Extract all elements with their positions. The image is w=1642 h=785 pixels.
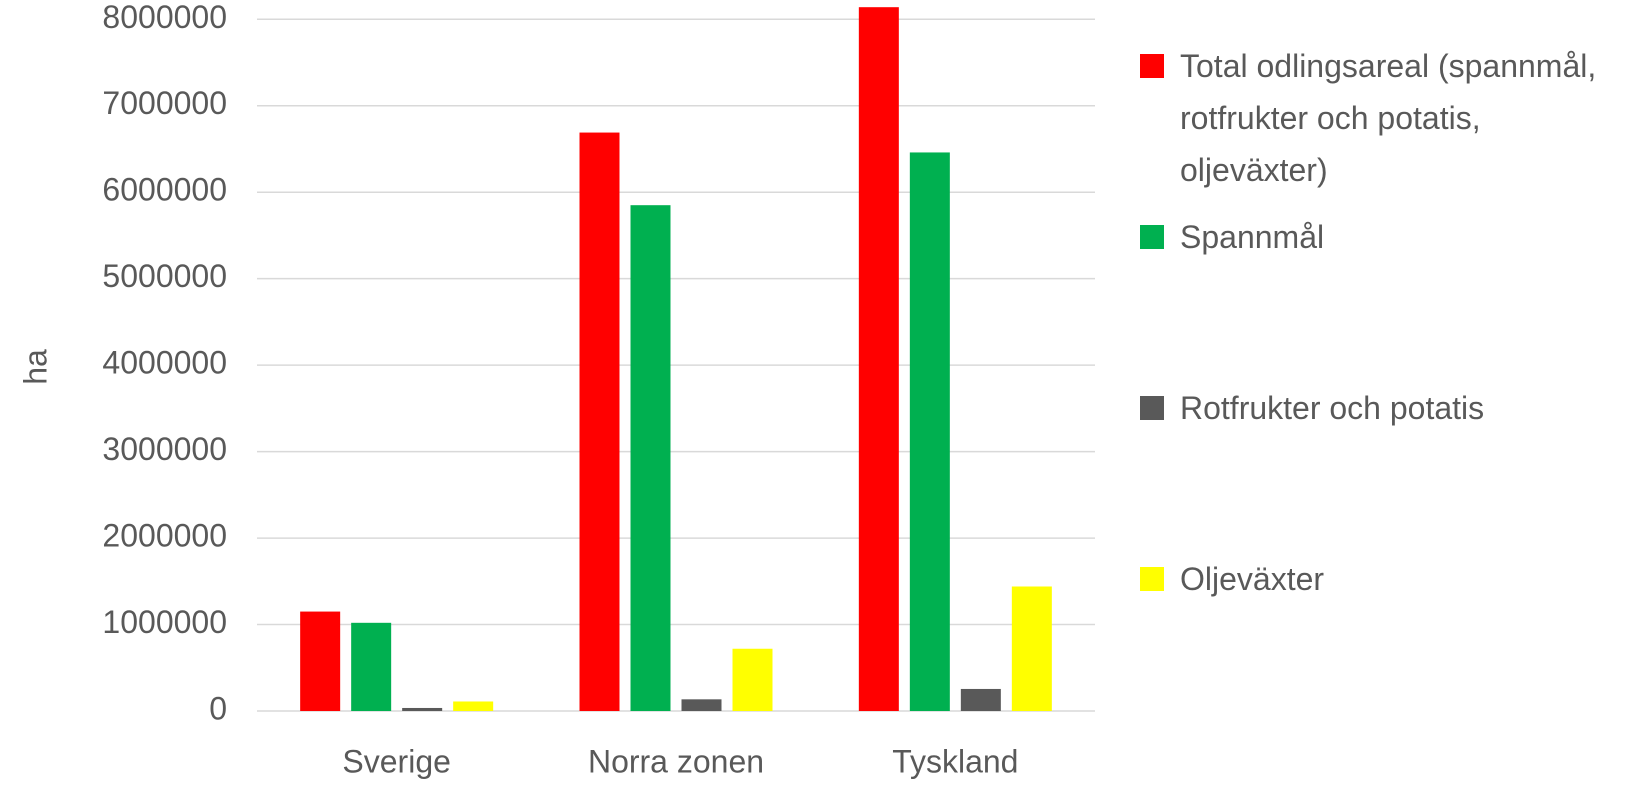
legend-label: Oljeväxter [1180,561,1325,597]
y-tick-label: 8000000 [102,0,227,35]
legend-swatch [1140,225,1164,249]
legend-label: Spannmål [1180,219,1325,255]
bar [453,701,494,711]
bar [909,152,950,711]
bar [960,688,1001,711]
x-tick-label: Sverige [342,743,451,779]
bar [858,7,899,711]
bar [732,648,773,711]
y-tick-label: 6000000 [102,172,227,208]
y-tick-label: 5000000 [102,258,227,294]
y-tick-label: 7000000 [102,85,227,121]
bar [630,205,671,711]
legend-item: Rotfrukter och potatis [1140,382,1635,434]
x-tick-label: Norra zonen [588,743,764,779]
y-tick-label: 2000000 [102,518,227,554]
x-tick-label: Tyskland [892,743,1018,779]
bar [402,707,443,711]
legend-label: Rotfrukter och potatis [1180,390,1485,426]
legend-label: Total odlingsareal (spannmål, rotfrukter… [1180,48,1597,188]
bar [300,611,341,711]
legend-swatch [1140,396,1164,420]
bar [681,699,722,711]
bar [1011,586,1052,711]
legend-swatch [1140,567,1164,591]
y-tick-label: 4000000 [102,345,227,381]
legend-item: Spannmål [1140,211,1635,263]
y-tick-label: 3000000 [102,431,227,467]
bar [351,622,392,711]
y-tick-label: 0 [209,690,227,726]
y-axis-label: ha [17,349,53,385]
y-tick-label: 1000000 [102,604,227,640]
legend-item: Oljeväxter [1140,553,1635,605]
bar [579,132,620,711]
legend-swatch [1140,54,1164,78]
legend-item: Total odlingsareal (spannmål, rotfrukter… [1140,40,1635,196]
